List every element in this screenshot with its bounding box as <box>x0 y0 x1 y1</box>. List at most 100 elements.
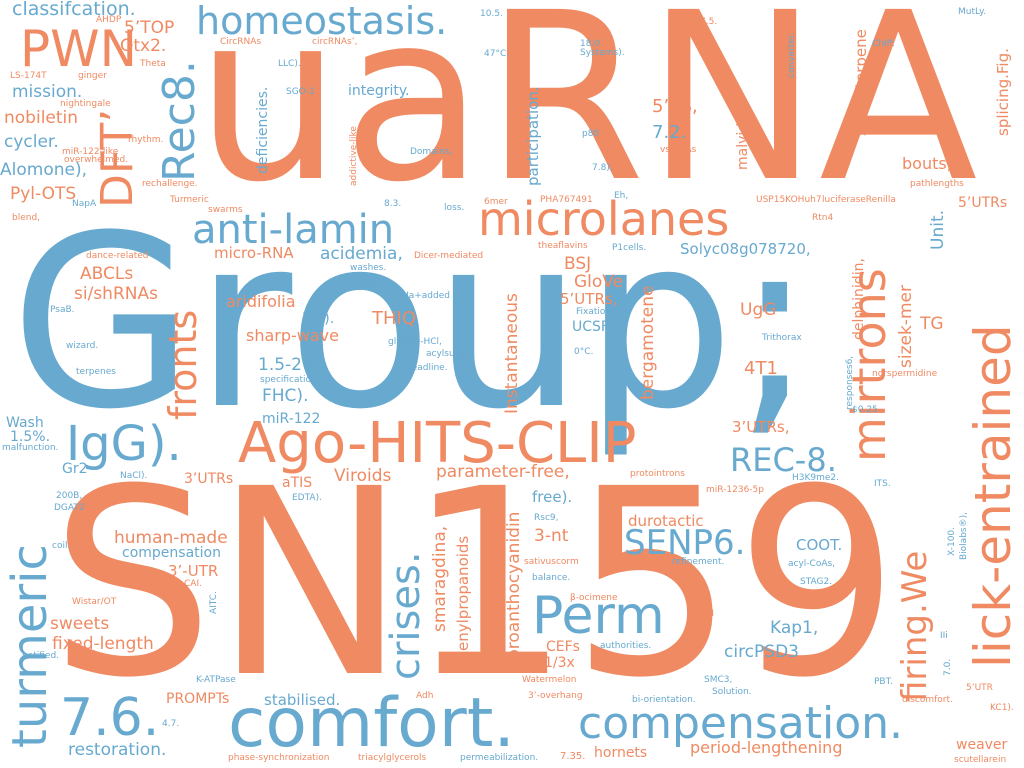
micro-200b: 200B, <box>56 491 83 501</box>
micro-kc1: KC1). <box>990 703 1014 713</box>
word-ucsf: UCSF <box>572 319 609 335</box>
word-crises: crises. <box>383 551 429 680</box>
word-1-3x: 1/3x <box>544 655 575 671</box>
word-fhc: FHC). <box>262 386 309 406</box>
micro-luciferase: luciferaseRenilla <box>822 195 896 205</box>
word-free: free). <box>532 488 573 506</box>
micro-6mer: 6mer <box>484 197 508 207</box>
micro-washes: washes. <box>350 263 387 273</box>
micro-aitc: AITC. <box>209 591 219 614</box>
word-v76: 7.6. <box>60 688 160 748</box>
micro-iii: IIi <box>940 631 948 641</box>
word-instantaneous: Instantaneous <box>502 293 522 414</box>
micro-deadline: deadline. <box>406 363 448 373</box>
micro-solution: Solution. <box>712 687 752 697</box>
word-solyc: Solyc08g078720, <box>680 240 811 258</box>
word-turmeric-big: turmeric <box>2 544 58 748</box>
word-cycler: cycler. <box>4 132 59 152</box>
micro-pha: PHA767491 <box>540 195 593 205</box>
micro-p1cells: P1cells. <box>612 243 647 253</box>
micro-coil: coil. <box>52 541 71 551</box>
word-3utrs-mid: 3’UTRs, <box>732 418 790 436</box>
word-group: Group; <box>10 185 815 462</box>
word-nobiletin: nobiletin <box>4 108 79 128</box>
word-5top: 5’TOP <box>124 18 175 38</box>
word-bouts: bouts, <box>902 154 952 173</box>
word-alomone: Alomone), <box>0 160 87 180</box>
micro-dance: dance-related <box>86 251 149 261</box>
word-restoration: restoration. <box>68 740 167 760</box>
micro-fixation: Fixation, <box>576 307 614 317</box>
word-homeostasis: homeostasis. <box>196 0 448 43</box>
word-v76p: 7.6). <box>302 311 335 327</box>
word-firing: firing.We <box>895 550 935 702</box>
word-durotactic: durotactic <box>628 512 704 530</box>
micro-acyl-coas: acyl-CoAs, <box>788 559 836 569</box>
word-weaver: weaver <box>956 737 1008 753</box>
micro-0c: 0°C. <box>574 347 594 357</box>
micro-bi-orientation: bi-orientation. <box>632 695 696 705</box>
word-5ss: 5’SS, <box>652 96 698 117</box>
micro-3-overhang: 3’-overhang <box>528 691 583 701</box>
micro-loss: loss. <box>444 203 465 213</box>
word-parameter-free: parameter-free, <box>436 462 570 482</box>
word-circpsd3: circPSD3 <box>724 642 799 662</box>
micro-chip: ChIP: <box>872 39 896 49</box>
word-delphinidin: delphinidin, <box>851 258 867 340</box>
word-tg: TG <box>920 314 944 334</box>
micro-norspermidine: norspermidine <box>872 369 938 379</box>
word-senp6: SENP6. <box>624 523 746 563</box>
micro-scutellarein: scutellarein <box>954 755 1007 765</box>
micro-5utr: 5’UTR <box>966 683 993 693</box>
micro-ahdp: AHDP <box>96 15 122 25</box>
micro-pathlengths: pathlengths <box>910 179 964 189</box>
micro-triacylglycerols: triacylglycerols <box>358 753 427 763</box>
word-unit: Unit. <box>928 209 948 250</box>
micro-specification: specification. <box>260 375 320 385</box>
micro-ginger: ginger <box>78 71 107 81</box>
micro-watermelon: Watermelon <box>522 675 577 685</box>
word-fronts: fronts <box>161 309 205 420</box>
micro-overwhelmed: overwhelmed. <box>64 155 129 165</box>
word-otx2: Otx2. <box>120 36 167 56</box>
word-bsj: BSJ <box>564 254 592 274</box>
micro-0-25: $0.25 <box>852 405 878 415</box>
micro-its: ITS. <box>874 479 891 489</box>
micro-katpase: K-ATPase <box>196 675 236 685</box>
word-integrity: integrity. <box>348 83 410 99</box>
word-participation: participation. <box>524 86 542 186</box>
micro-x100: X-100. <box>947 526 957 556</box>
word-coot: COOT. <box>796 536 843 554</box>
word-4t1: 4T1 <box>744 358 778 379</box>
micro-biolabs: Biolabs®), <box>959 512 969 560</box>
word-igg: IgG). <box>66 416 182 472</box>
micro-phase-sync: phase-synchronization <box>228 753 330 763</box>
word-anti-lamin: anti-lamin <box>192 207 395 253</box>
micro-rsc9: Rsc9, <box>534 513 559 523</box>
word-glove: GloVe <box>574 272 624 292</box>
word-ugg: UgG <box>740 300 777 320</box>
word-mission: mission. <box>12 82 83 102</box>
word-ago-hits-clip: Ago-HITS-CLIP <box>238 411 637 476</box>
micro-wizard: wizard. <box>66 341 99 351</box>
micro-mir1236: miR-1236-5p <box>706 485 764 495</box>
micro-adh: Adh <box>416 691 434 701</box>
micro-trithorax: Trithorax <box>762 333 802 343</box>
micro-sativuscorm: sativuscorm <box>524 557 579 567</box>
micro-systems: 18:0 Systems). <box>580 39 625 58</box>
word-malvidin: malvidin, <box>735 105 751 170</box>
word-human-made: human-made <box>114 528 228 548</box>
micro-acylsugar: acylsugar <box>426 349 470 359</box>
micro-rtn4: Rtn4 <box>812 213 834 223</box>
micro-circrnas2: circRNAs’, <box>312 37 358 47</box>
word-acidemia: acidemia, <box>320 244 403 264</box>
word-compensation-big: compensation. <box>578 698 904 749</box>
micro-sgo1: SGO-1 <box>286 87 315 97</box>
word-rec8-big: Rec8. <box>154 60 205 182</box>
micro-edta: EDTA). <box>292 493 322 503</box>
micro-47c: 47°C. <box>484 49 510 59</box>
micro-7-5: 7.5. <box>700 17 718 27</box>
micro-pbt: PBT. <box>874 677 893 687</box>
word-viroids: Viroids <box>334 466 392 486</box>
word-mir122: miR-122 <box>262 411 321 427</box>
